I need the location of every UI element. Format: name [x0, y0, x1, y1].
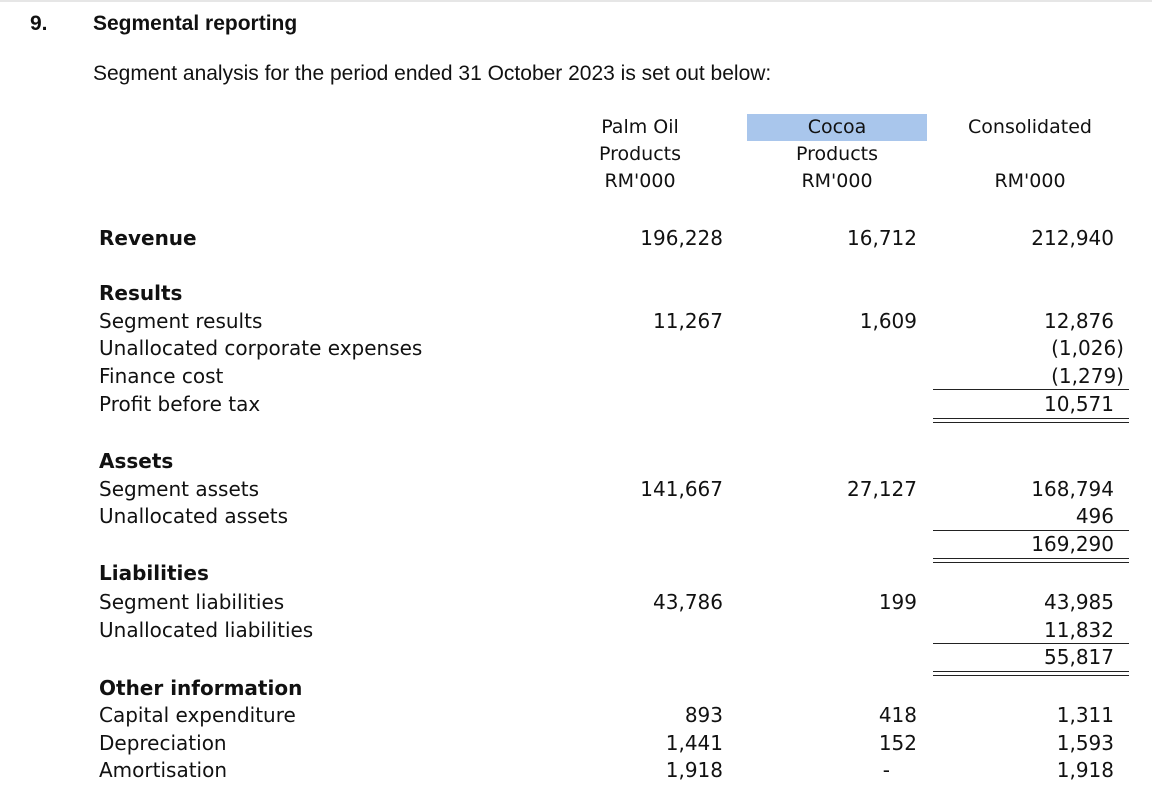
segment-results-cocoa: 1,609: [859, 309, 917, 333]
section-title: Segmental reporting: [93, 12, 298, 35]
revenue-label: Revenue: [99, 226, 197, 250]
segment-assets-cocoa: 27,127: [847, 477, 917, 501]
top-border: [0, 0, 1152, 2]
capex-palm: 893: [684, 703, 723, 727]
subtotal-rule-liabilities: [933, 643, 1129, 644]
section-number: 9.: [30, 12, 48, 35]
revenue-consolidated: 212,940: [1031, 226, 1114, 250]
segment-liabilities-palm: 43,786: [653, 590, 723, 614]
finance-cost-consolidated: (1,279): [1051, 364, 1124, 388]
total-rule-liabilities-1: [933, 671, 1129, 672]
header-palm-oil: Palm Oil Products RM'000: [550, 114, 730, 195]
header-cocoa-unit: RM'000: [801, 170, 873, 192]
unallocated-corporate-consolidated: (1,026): [1051, 336, 1124, 360]
unallocated-corporate-label: Unallocated corporate expenses: [99, 336, 423, 360]
header-palm-line2: Products: [598, 143, 682, 165]
segment-liabilities-consolidated: 43,985: [1044, 590, 1114, 614]
segment-assets-consolidated: 168,794: [1031, 477, 1114, 501]
header-consolidated-line1: Consolidated: [968, 116, 1092, 138]
subtotal-rule-results: [933, 389, 1129, 390]
segment-assets-label: Segment assets: [99, 477, 260, 501]
segment-assets-palm: 141,667: [640, 477, 723, 501]
header-consolidated-unit: RM'000: [994, 170, 1066, 192]
total-rule-results-2: [933, 422, 1129, 423]
segment-results-consolidated: 12,876: [1044, 309, 1114, 333]
header-cocoa-line2: Products: [795, 143, 879, 165]
header-cocoa-line1: Cocoa: [747, 114, 927, 141]
segment-results-label: Segment results: [99, 309, 263, 333]
total-rule-results-1: [933, 418, 1129, 419]
depreciation-label: Depreciation: [99, 731, 227, 755]
amortisation-palm: 1,918: [665, 758, 723, 782]
total-rule-liabilities-2: [933, 675, 1129, 676]
header-palm-line1: Palm Oil: [601, 116, 679, 138]
unallocated-assets-consolidated: 496: [1075, 504, 1114, 528]
assets-heading: Assets: [99, 449, 174, 473]
unallocated-liabilities-label: Unallocated liabilities: [99, 618, 314, 642]
total-rule-assets-2: [933, 562, 1129, 563]
capex-consolidated: 1,311: [1056, 703, 1114, 727]
profit-before-tax-consolidated: 10,571: [1044, 392, 1114, 416]
header-palm-unit: RM'000: [604, 170, 676, 192]
amortisation-consolidated: 1,918: [1056, 758, 1114, 782]
segment-liabilities-cocoa: 199: [878, 590, 917, 614]
depreciation-palm: 1,441: [665, 731, 723, 755]
capex-label: Capital expenditure: [99, 703, 296, 727]
amortisation-label: Amortisation: [99, 758, 228, 782]
capex-cocoa: 418: [878, 703, 917, 727]
revenue-cocoa: 16,712: [847, 226, 917, 250]
depreciation-cocoa: 152: [878, 731, 917, 755]
results-heading: Results: [99, 281, 183, 305]
depreciation-consolidated: 1,593: [1056, 731, 1114, 755]
segment-results-palm: 11,267: [653, 309, 723, 333]
section-intro: Segment analysis for the period ended 31…: [93, 62, 772, 85]
profit-before-tax-label: Profit before tax: [99, 392, 261, 416]
total-liabilities-consolidated: 55,817: [1044, 645, 1114, 669]
header-cocoa: Cocoa Products RM'000: [747, 114, 927, 195]
finance-cost-label: Finance cost: [99, 364, 224, 388]
unallocated-liabilities-consolidated: 11,832: [1044, 618, 1114, 642]
segment-liabilities-label: Segment liabilities: [99, 590, 285, 614]
total-assets-consolidated: 169,290: [1031, 532, 1114, 556]
unallocated-assets-label: Unallocated assets: [99, 504, 289, 528]
total-rule-assets-1: [933, 558, 1129, 559]
amortisation-cocoa: -: [882, 758, 890, 782]
subtotal-rule-assets: [933, 530, 1129, 531]
header-consolidated: Consolidated RM'000: [940, 114, 1120, 195]
other-info-heading: Other information: [99, 676, 303, 700]
liabilities-heading: Liabilities: [99, 561, 209, 585]
revenue-palm: 196,228: [640, 226, 723, 250]
